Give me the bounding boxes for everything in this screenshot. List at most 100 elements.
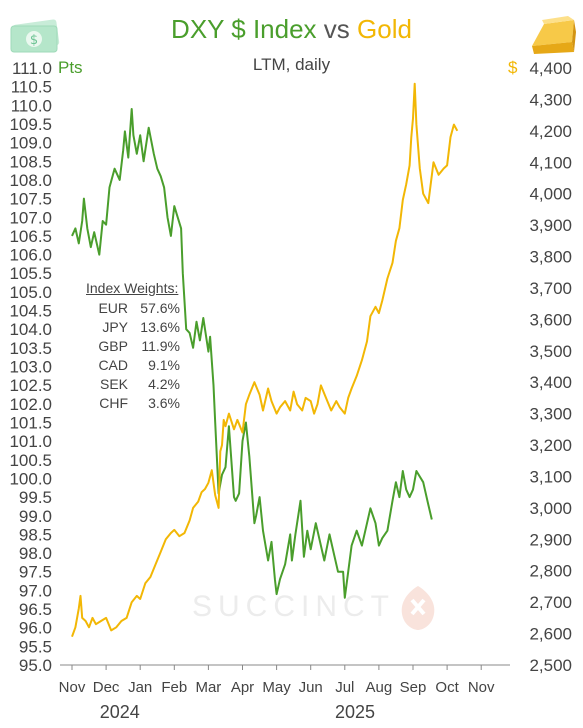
weight-row: SEK 4.2% (86, 375, 180, 394)
y-right-tick-label: 2,900 (529, 530, 572, 549)
y-left-tick-label: 100.5 (9, 451, 52, 470)
weight-currency: SEK (99, 376, 128, 392)
y-right-tick-label: 4,300 (529, 90, 572, 109)
y-left-tick-label: 109.5 (9, 115, 52, 134)
series-dxy-line (71, 108, 433, 599)
title-dxy: DXY $ Index (171, 14, 317, 44)
y-left-tick-label: 103.0 (9, 358, 52, 377)
money-icon: $ (10, 19, 60, 53)
right-axis-unit: $ (508, 58, 518, 77)
index-weights-table: EUR 57.6% JPY 13.6% GBP 11.9% CAD 9.1% SEK 4.… (86, 299, 180, 413)
x-tick-label: Sep (400, 679, 427, 696)
y-left-tick-label: 99.0 (19, 507, 52, 526)
y-axis-left: 95.095.596.096.597.097.598.098.599.099.5… (9, 59, 52, 675)
x-tick-label: Nov (468, 679, 495, 696)
title-vs: vs (323, 14, 350, 44)
chart-title: DXY $ Index vs Gold (0, 14, 583, 45)
x-tick-label: May (262, 679, 291, 696)
y-left-tick-label: 103.5 (9, 339, 52, 358)
y-right-tick-label: 3,600 (529, 310, 572, 329)
weight-value: 4.2% (148, 376, 180, 392)
y-right-tick-label: 3,200 (529, 436, 572, 455)
weight-currency: JPY (102, 319, 128, 335)
y-left-tick-label: 95.5 (19, 637, 52, 656)
y-right-tick-label: 3,800 (529, 248, 572, 267)
y-right-tick-label: 3,000 (529, 499, 572, 518)
x-tick-label: Apr (231, 679, 254, 696)
weight-row: EUR 57.6% (86, 299, 180, 318)
index-weights-box: Index Weights: EUR 57.6% JPY 13.6% GBP 11.9… (86, 280, 180, 413)
y-left-tick-label: 96.5 (19, 600, 52, 619)
y-right-tick-label: 4,400 (529, 59, 572, 78)
x-tick-label: Jul (335, 679, 354, 696)
left-axis-unit: Pts (58, 58, 83, 77)
year-label: 2025 (335, 702, 375, 722)
gold-bar-icon (532, 16, 576, 54)
y-right-tick-label: 4,100 (529, 153, 572, 172)
y-right-tick-label: 4,000 (529, 185, 572, 204)
y-left-tick-label: 104.0 (9, 320, 52, 339)
x-axis: Nov Dec Jan Feb Mar Apr May Jun Jul Aug Sep Oct Nov 2… (59, 664, 510, 722)
y-left-tick-label: 100.0 (9, 469, 52, 488)
chart-subtitle: LTM, daily (252, 55, 331, 74)
svg-text:$: $ (30, 33, 38, 48)
weight-row: CHF 3.6% (86, 394, 180, 413)
x-tick-label: Dec (93, 679, 120, 696)
y-left-tick-label: 99.5 (19, 488, 52, 507)
y-right-tick-label: 3,100 (529, 467, 572, 486)
series-layer (71, 82, 459, 638)
weight-value: 13.6% (140, 319, 180, 335)
y-left-tick-label: 109.0 (9, 134, 52, 153)
y-right-tick-label: 2,800 (529, 562, 572, 581)
y-left-tick-label: 105.0 (9, 283, 52, 302)
weight-row: GBP 11.9% (86, 337, 180, 356)
watermark-logo-icon (401, 586, 435, 630)
weight-currency: CHF (99, 395, 128, 411)
y-left-tick-label: 108.5 (9, 152, 52, 171)
y-left-tick-label: 96.0 (19, 619, 52, 638)
y-left-tick-label: 110.0 (11, 96, 52, 115)
y-right-tick-label: 3,700 (529, 279, 572, 298)
weight-value: 9.1% (148, 357, 180, 373)
weight-value: 3.6% (148, 395, 180, 411)
y-left-tick-label: 101.5 (9, 413, 52, 432)
y-left-tick-label: 104.5 (9, 302, 52, 321)
y-left-tick-label: 98.0 (19, 544, 52, 563)
x-tick-label: Jun (299, 679, 323, 696)
y-left-tick-label: 102.5 (9, 376, 52, 395)
y-right-tick-label: 2,700 (529, 593, 572, 612)
y-left-tick-label: 102.0 (9, 395, 52, 414)
series-gold-line (71, 82, 459, 638)
weight-value: 11.9% (141, 338, 180, 354)
y-right-tick-label: 3,900 (529, 216, 572, 235)
y-left-tick-label: 95.0 (19, 656, 52, 675)
y-left-tick-label: 106.0 (9, 246, 52, 265)
title-gold: Gold (357, 14, 412, 44)
watermark-text: SUCCINCT (192, 590, 395, 623)
x-tick-label: Nov (59, 679, 86, 696)
x-tick-label: Feb (161, 679, 187, 696)
index-weights-title: Index Weights: (86, 280, 179, 296)
y-right-tick-label: 3,400 (529, 373, 572, 392)
y-right-tick-label: 3,300 (529, 405, 572, 424)
y-right-tick-label: 2,500 (529, 656, 572, 675)
year-label: 2024 (100, 702, 140, 722)
y-right-tick-label: 3,500 (529, 342, 572, 361)
y-left-tick-label: 107.0 (9, 208, 52, 227)
y-left-tick-label: 108.0 (9, 171, 52, 190)
y-left-tick-label: 97.0 (19, 581, 52, 600)
weight-currency: CAD (98, 357, 128, 373)
weight-row: JPY 13.6% (86, 318, 180, 337)
weight-row: CAD 9.1% (86, 356, 180, 375)
y-left-tick-label: 97.5 (19, 563, 52, 582)
weight-currency: EUR (98, 300, 128, 316)
x-tick-label: Mar (195, 679, 221, 696)
x-tick-label: Aug (366, 679, 393, 696)
y-left-tick-label: 98.5 (19, 525, 52, 544)
y-right-tick-label: 4,200 (529, 122, 572, 141)
y-left-tick-label: 105.5 (9, 264, 52, 283)
y-axis-right: 2,500 2,600 2,700 2,800 2,900 3,000 3,100 3,200… (529, 59, 572, 675)
weight-value: 57.6% (140, 300, 180, 316)
